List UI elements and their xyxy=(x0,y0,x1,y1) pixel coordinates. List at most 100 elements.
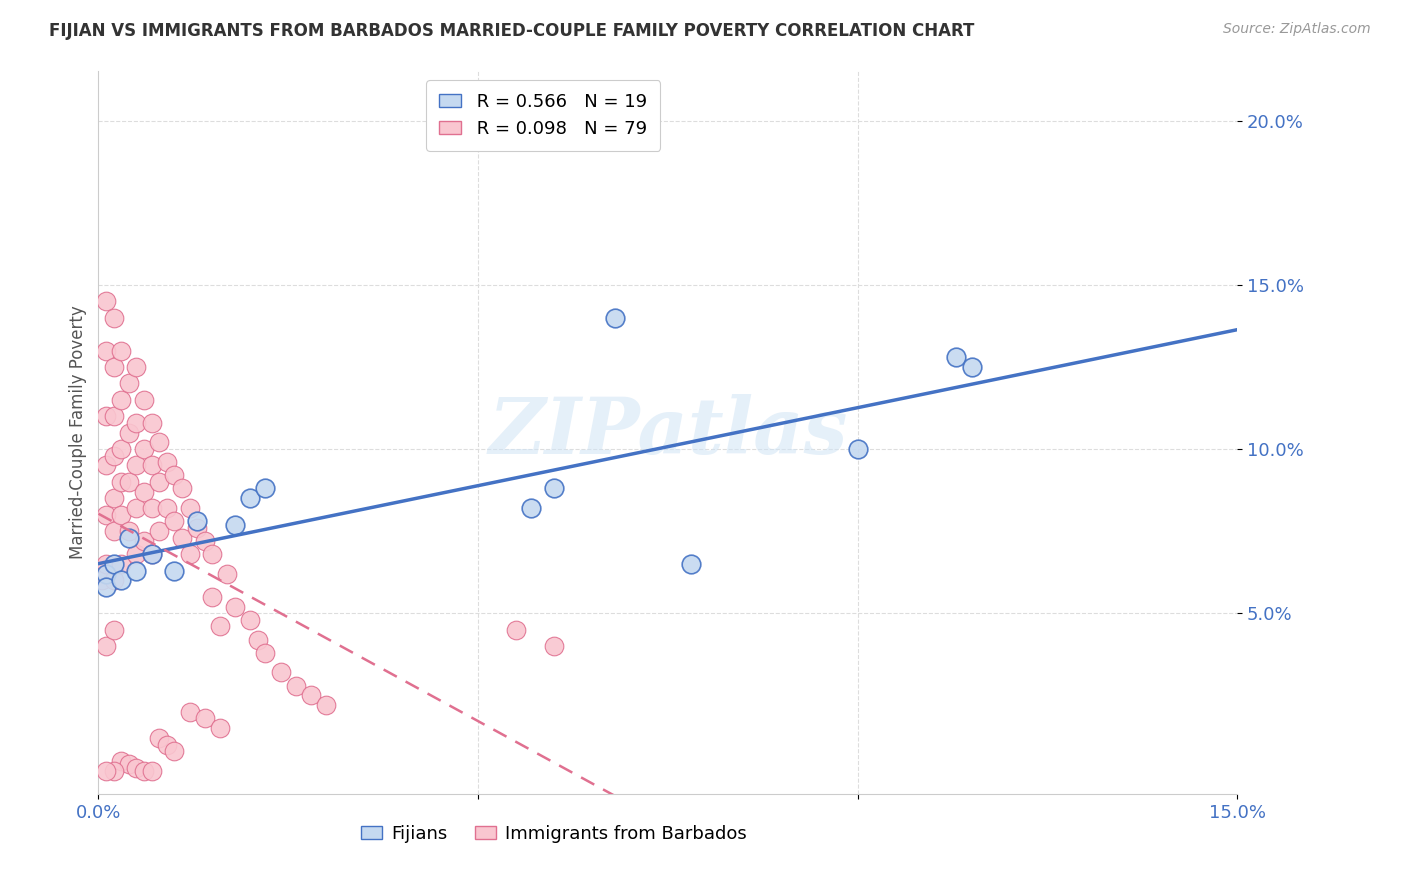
Point xyxy=(194,533,217,548)
Point xyxy=(110,392,132,407)
Point xyxy=(148,435,170,450)
Point xyxy=(170,482,193,496)
Point xyxy=(94,764,117,778)
Point xyxy=(543,639,565,653)
Point xyxy=(679,557,702,571)
Point xyxy=(270,665,292,680)
Point xyxy=(163,468,186,483)
Point xyxy=(148,524,170,538)
Point xyxy=(118,425,141,440)
Point xyxy=(208,619,231,633)
Point xyxy=(118,524,141,538)
Point xyxy=(125,501,148,516)
Point xyxy=(94,508,117,522)
Point xyxy=(125,564,148,578)
Point xyxy=(217,566,239,581)
Point xyxy=(239,613,262,627)
Point xyxy=(148,475,170,489)
Point xyxy=(186,514,208,528)
Point xyxy=(246,632,269,647)
Point xyxy=(94,566,117,581)
Point xyxy=(505,623,527,637)
Point xyxy=(520,501,543,516)
Point xyxy=(141,764,163,778)
Point xyxy=(224,517,246,532)
Point xyxy=(141,458,163,473)
Point xyxy=(208,721,231,735)
Point xyxy=(163,564,186,578)
Point xyxy=(132,764,155,778)
Point xyxy=(132,484,155,499)
Point xyxy=(156,455,179,469)
Point xyxy=(94,409,117,424)
Point xyxy=(110,574,132,588)
Point xyxy=(148,731,170,745)
Point xyxy=(179,547,201,561)
Point xyxy=(156,501,179,516)
Point xyxy=(945,350,967,364)
Point xyxy=(125,761,148,775)
Point xyxy=(118,757,141,772)
Point xyxy=(103,574,125,588)
Point xyxy=(254,646,277,660)
Point xyxy=(224,599,246,614)
Point xyxy=(132,533,155,548)
Point xyxy=(186,521,208,535)
Point xyxy=(118,376,141,391)
Point xyxy=(299,689,322,703)
Point xyxy=(110,508,132,522)
Point xyxy=(179,501,201,516)
Point xyxy=(110,475,132,489)
Point xyxy=(103,557,125,571)
Point xyxy=(846,442,869,456)
Point xyxy=(94,557,117,571)
Point xyxy=(110,754,132,768)
Point xyxy=(94,639,117,653)
Point xyxy=(103,409,125,424)
Point xyxy=(91,574,114,588)
Point xyxy=(94,458,117,473)
Text: Source: ZipAtlas.com: Source: ZipAtlas.com xyxy=(1223,22,1371,37)
Point xyxy=(103,491,125,506)
Point xyxy=(132,442,155,456)
Point xyxy=(254,482,277,496)
Point xyxy=(110,442,132,456)
Legend: Fijians, Immigrants from Barbados: Fijians, Immigrants from Barbados xyxy=(353,817,755,850)
Point xyxy=(110,557,132,571)
Point xyxy=(315,698,337,713)
Point xyxy=(179,705,201,719)
Point xyxy=(141,547,163,561)
Point xyxy=(156,738,179,752)
Text: ZIPatlas: ZIPatlas xyxy=(488,394,848,471)
Point xyxy=(163,744,186,758)
Point xyxy=(141,501,163,516)
Point xyxy=(125,359,148,374)
Point xyxy=(141,416,163,430)
Point xyxy=(103,359,125,374)
Point xyxy=(960,359,983,374)
Point xyxy=(239,491,262,506)
Point xyxy=(543,482,565,496)
Text: FIJIAN VS IMMIGRANTS FROM BARBADOS MARRIED-COUPLE FAMILY POVERTY CORRELATION CHA: FIJIAN VS IMMIGRANTS FROM BARBADOS MARRI… xyxy=(49,22,974,40)
Point xyxy=(118,531,141,545)
Point xyxy=(170,531,193,545)
Point xyxy=(103,524,125,538)
Point xyxy=(118,475,141,489)
Point xyxy=(94,294,117,309)
Point xyxy=(141,547,163,561)
Point xyxy=(201,590,224,604)
Point xyxy=(94,580,117,594)
Point xyxy=(201,547,224,561)
Point xyxy=(125,416,148,430)
Y-axis label: Married-Couple Family Poverty: Married-Couple Family Poverty xyxy=(69,306,87,559)
Point xyxy=(125,458,148,473)
Point xyxy=(125,547,148,561)
Point xyxy=(103,449,125,463)
Point xyxy=(132,392,155,407)
Point xyxy=(103,764,125,778)
Point xyxy=(603,310,626,325)
Point xyxy=(284,678,307,692)
Point xyxy=(110,343,132,358)
Point xyxy=(163,514,186,528)
Point xyxy=(94,343,117,358)
